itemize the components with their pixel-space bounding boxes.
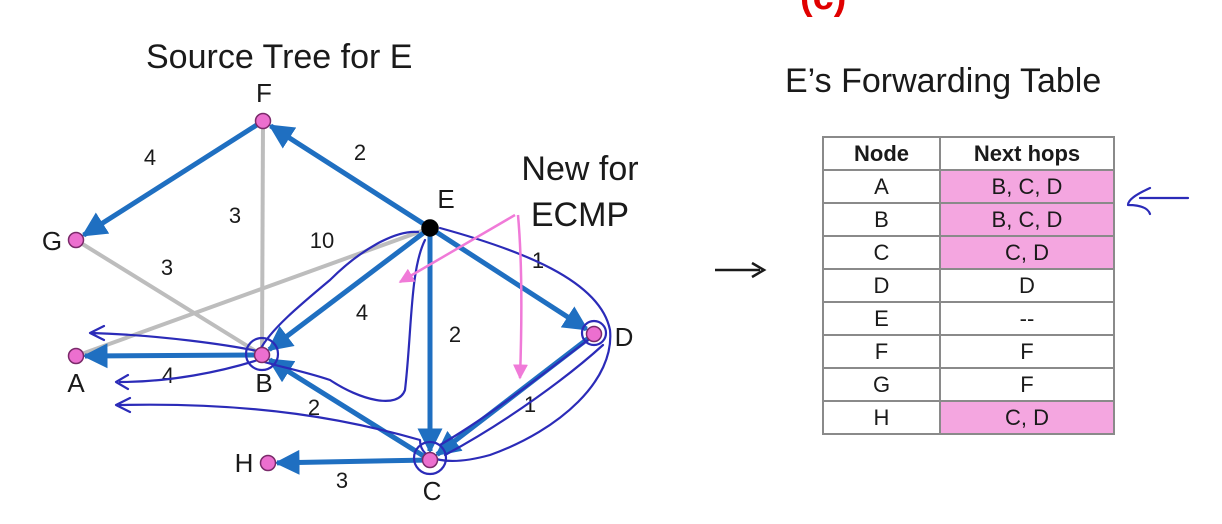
edge-c-h xyxy=(274,449,431,475)
edge-e-d xyxy=(428,225,589,332)
edge-weight-f-b: 3 xyxy=(229,203,241,228)
cell-node: H xyxy=(822,400,941,435)
node-e xyxy=(421,219,439,237)
edge-f-b xyxy=(260,120,265,356)
edge-e-f xyxy=(268,123,432,231)
edge-weight-b-a: 4 xyxy=(162,363,174,388)
table-row: E -- xyxy=(822,301,1115,336)
tree-title: Source Tree for E xyxy=(146,38,413,76)
table-title: E’s Forwarding Table xyxy=(785,62,1102,100)
edge-weight-e-a: 10 xyxy=(310,228,334,253)
edge-weight-g-b: 3 xyxy=(161,255,173,280)
edge-e-a xyxy=(75,226,431,358)
table-pointer-arrow xyxy=(715,261,767,279)
node-d xyxy=(585,325,603,343)
table-row: H C, D xyxy=(822,400,1115,435)
cell-node: A xyxy=(822,169,941,204)
table-row: C C, D xyxy=(822,235,1115,270)
circle-d-annotation xyxy=(580,319,608,347)
ecmp-arrow-to-eb xyxy=(398,213,516,284)
node-label-d: D xyxy=(615,322,634,352)
ecmp-note: New for ECMP xyxy=(500,146,660,238)
edge-weight-e-b: 4 xyxy=(356,300,368,325)
cell-next-hops: C, D xyxy=(939,400,1115,435)
pointer-arrow-annotation xyxy=(1126,186,1190,216)
node-c xyxy=(421,451,439,469)
cell-next-hops: F xyxy=(939,334,1115,369)
col-header-next-hops: Next hops xyxy=(939,136,1115,171)
node-label-h: H xyxy=(235,448,254,478)
ecmp-path-via-c-annotation xyxy=(114,238,427,402)
cell-node: B xyxy=(822,202,941,237)
cell-next-hops: C, D xyxy=(939,235,1115,270)
header-fragment: (c) xyxy=(800,0,846,19)
edge-weight-e-f: 2 xyxy=(354,140,366,165)
node-label-b: B xyxy=(255,368,272,398)
cell-next-hops: -- xyxy=(939,301,1115,336)
edges-layer xyxy=(74,118,596,475)
edge-weight-d-c: 1 xyxy=(524,392,536,417)
edge-weight-e-d: 1 xyxy=(532,248,544,273)
table-header-row: Node Next hops xyxy=(822,136,1115,171)
edge-b-a xyxy=(82,343,263,369)
ecmp-arrow-to-ec xyxy=(512,214,528,380)
table-row: B B, C, D xyxy=(822,202,1115,237)
edge-weight-c-b: 2 xyxy=(308,395,320,420)
ecmp-note-line-2: ECMP xyxy=(530,196,630,234)
col-header-node: Node xyxy=(822,136,941,171)
cell-node: E xyxy=(822,301,941,336)
ecmp-path-via-d-annotation xyxy=(114,226,612,462)
cell-next-hops: B, C, D xyxy=(939,169,1115,204)
edge-weight-c-h: 3 xyxy=(336,468,348,493)
ecmp-d-to-c-annotation xyxy=(438,333,597,447)
edge-f-g xyxy=(81,118,265,238)
cell-node: G xyxy=(822,367,941,402)
cell-node: C xyxy=(822,235,941,270)
cell-node: F xyxy=(822,334,941,369)
node-f xyxy=(254,112,272,130)
cell-next-hops: F xyxy=(939,367,1115,402)
table-body: A B, C, D B B, C, D C C, D D D E -- F F G F H C, D xyxy=(822,169,1115,435)
node-label-f: F xyxy=(256,78,272,108)
node-label-c: C xyxy=(423,476,442,506)
ecmp-d-to-c-annotation-2 xyxy=(443,343,605,457)
cell-next-hops: D xyxy=(939,268,1115,303)
cell-node: D xyxy=(822,268,941,303)
node-b xyxy=(253,346,271,364)
node-label-a: A xyxy=(67,368,85,398)
ecmp-pointer-arrows xyxy=(398,213,528,380)
node-a xyxy=(67,347,85,365)
node-label-e: E xyxy=(437,184,454,214)
edge-e-b xyxy=(267,226,432,352)
cell-next-hops: B, C, D xyxy=(939,202,1115,237)
pen-annotations xyxy=(88,186,1190,476)
edge-g-b xyxy=(74,238,264,357)
edge-weight-e-c: 2 xyxy=(449,322,461,347)
node-h xyxy=(259,454,277,472)
ecmp-path-to-a-annotation xyxy=(88,230,420,354)
circle-b-annotation xyxy=(244,336,280,372)
table-row: A B, C, D xyxy=(822,169,1115,204)
edge-c-b xyxy=(267,357,432,463)
node-label-g: G xyxy=(42,226,62,256)
circle-c-annotation xyxy=(412,440,448,476)
node-g xyxy=(67,231,85,249)
nodes-layer: F G E A B D H C xyxy=(42,78,634,506)
ecmp-note-line-1: New for xyxy=(521,150,639,188)
edge-weights-layer: 2 4 3 3 10 4 2 1 4 2 1 3 xyxy=(144,140,544,493)
edge-weight-f-g: 4 xyxy=(144,145,156,170)
